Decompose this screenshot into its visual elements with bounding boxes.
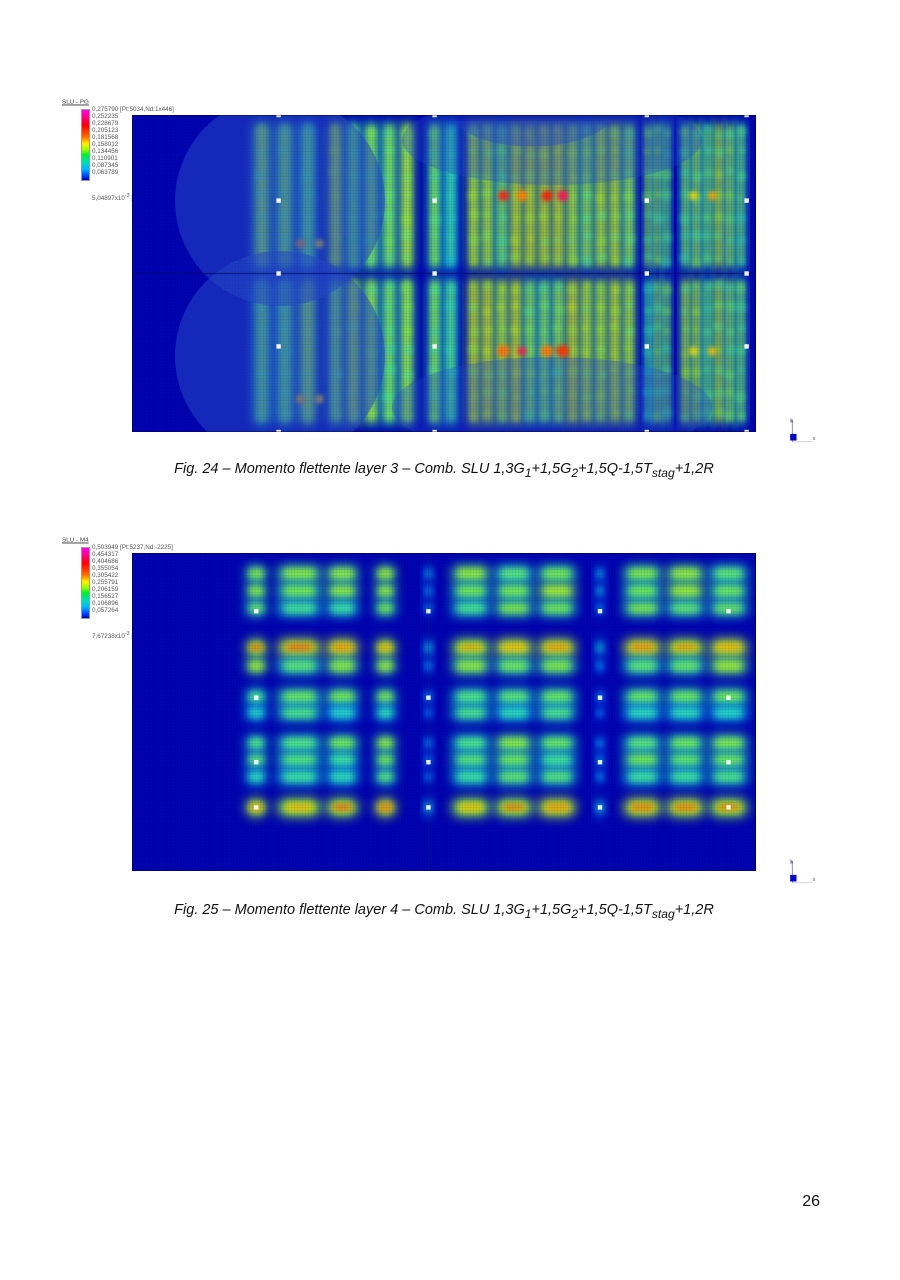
svg-text:x: x bbox=[813, 877, 816, 883]
svg-text:x: x bbox=[813, 436, 816, 442]
